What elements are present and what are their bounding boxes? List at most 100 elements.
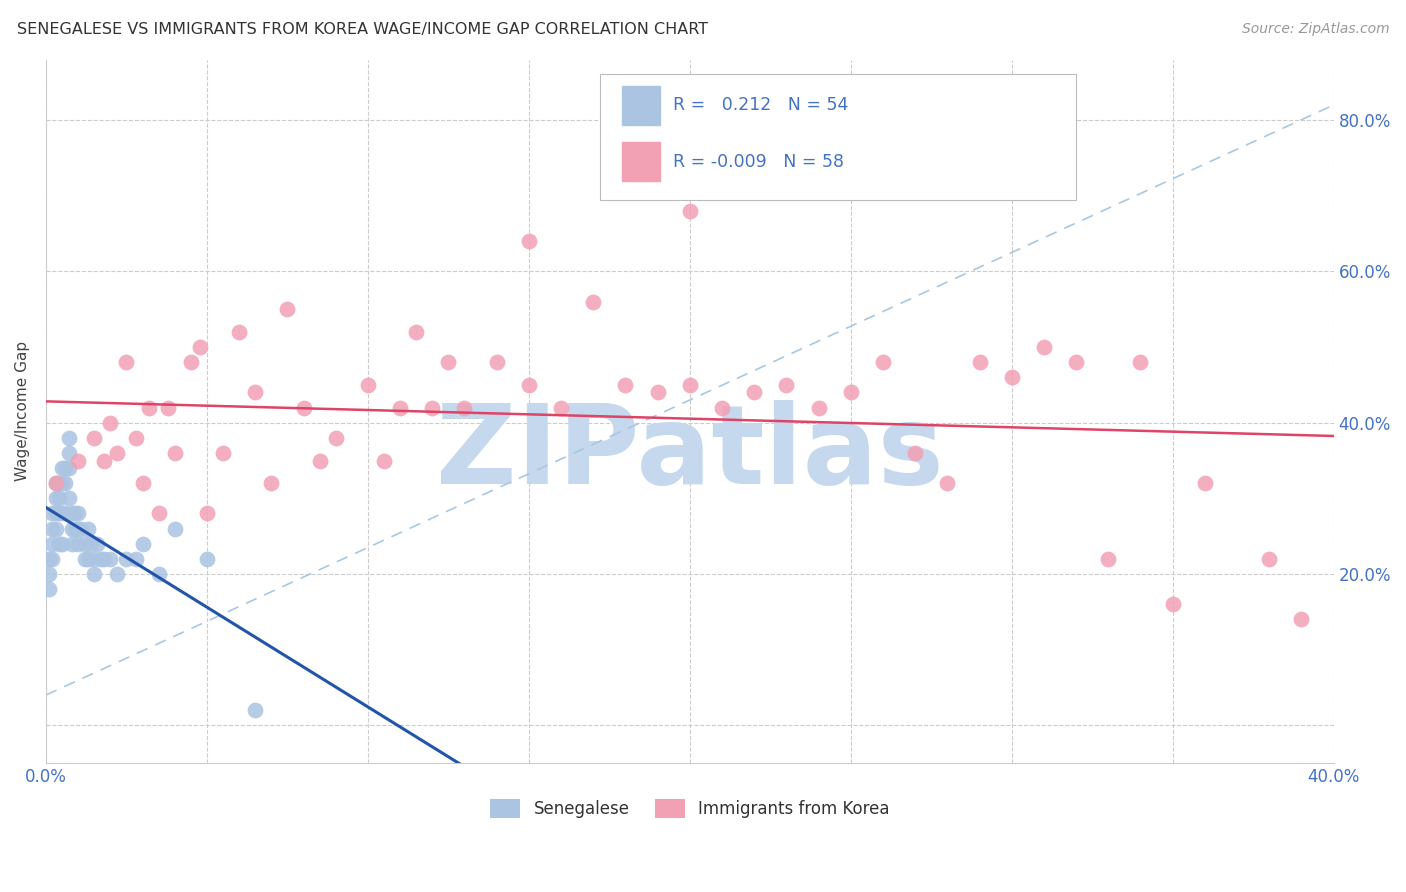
- Point: [163, 522, 186, 536]
- Point: [98, 416, 121, 430]
- Point: [115, 552, 138, 566]
- Point: [517, 377, 540, 392]
- Point: [38, 582, 60, 596]
- Point: [38, 552, 60, 566]
- Point: [125, 431, 148, 445]
- Point: [51, 507, 73, 521]
- FancyBboxPatch shape: [600, 74, 1076, 201]
- Point: [63, 522, 86, 536]
- Point: [73, 537, 96, 551]
- Point: [51, 461, 73, 475]
- Point: [807, 401, 830, 415]
- Point: [53, 476, 76, 491]
- Point: [70, 522, 93, 536]
- Point: [83, 431, 105, 445]
- Point: [38, 567, 60, 582]
- Point: [936, 476, 959, 491]
- Point: [105, 567, 128, 582]
- Point: [48, 507, 70, 521]
- Point: [48, 537, 70, 551]
- Point: [125, 552, 148, 566]
- Point: [357, 377, 380, 392]
- Point: [1001, 370, 1024, 384]
- Text: R =   0.212   N = 54: R = 0.212 N = 54: [673, 96, 848, 114]
- Point: [195, 507, 218, 521]
- Text: R = -0.009   N = 58: R = -0.009 N = 58: [673, 153, 844, 170]
- Point: [90, 552, 112, 566]
- Y-axis label: Wage/Income Gap: Wage/Income Gap: [15, 342, 30, 482]
- Point: [517, 234, 540, 248]
- Point: [872, 355, 894, 369]
- Point: [276, 302, 298, 317]
- Point: [76, 522, 98, 536]
- Point: [1032, 340, 1054, 354]
- Point: [904, 446, 927, 460]
- Point: [550, 401, 572, 415]
- Point: [58, 431, 80, 445]
- Point: [138, 401, 160, 415]
- Point: [157, 401, 180, 415]
- Point: [60, 522, 83, 536]
- Point: [1258, 552, 1281, 566]
- Point: [647, 385, 669, 400]
- Point: [67, 537, 90, 551]
- Point: [45, 476, 67, 491]
- Point: [582, 294, 605, 309]
- Point: [614, 377, 637, 392]
- Point: [742, 385, 765, 400]
- Point: [60, 507, 83, 521]
- Point: [180, 355, 202, 369]
- Point: [98, 552, 121, 566]
- Point: [93, 552, 115, 566]
- Point: [711, 401, 734, 415]
- Point: [93, 453, 115, 467]
- Point: [1291, 612, 1313, 626]
- Point: [190, 340, 212, 354]
- Point: [45, 476, 67, 491]
- Point: [80, 537, 103, 551]
- Text: Source: ZipAtlas.com: Source: ZipAtlas.com: [1241, 22, 1389, 37]
- Text: ZIPatlas: ZIPatlas: [436, 401, 943, 507]
- Point: [67, 507, 90, 521]
- Point: [51, 537, 73, 551]
- Point: [53, 461, 76, 475]
- Point: [60, 537, 83, 551]
- Point: [51, 476, 73, 491]
- Point: [48, 491, 70, 506]
- Point: [148, 567, 170, 582]
- Point: [485, 355, 508, 369]
- Point: [405, 325, 427, 339]
- Point: [41, 537, 63, 551]
- Point: [195, 552, 218, 566]
- Bar: [621, 86, 661, 125]
- Legend: Senegalese, Immigrants from Korea: Senegalese, Immigrants from Korea: [484, 793, 896, 825]
- Point: [83, 567, 105, 582]
- Point: [373, 453, 395, 467]
- Point: [45, 522, 67, 536]
- Point: [83, 552, 105, 566]
- Point: [453, 401, 475, 415]
- Point: [1064, 355, 1087, 369]
- Point: [86, 537, 108, 551]
- Point: [105, 446, 128, 460]
- Point: [76, 552, 98, 566]
- Point: [41, 552, 63, 566]
- Point: [212, 446, 235, 460]
- Point: [148, 507, 170, 521]
- Point: [292, 401, 315, 415]
- Point: [48, 476, 70, 491]
- Point: [1194, 476, 1216, 491]
- Point: [73, 552, 96, 566]
- Point: [679, 377, 702, 392]
- Point: [115, 355, 138, 369]
- Point: [1161, 597, 1184, 611]
- Point: [58, 491, 80, 506]
- Point: [325, 431, 347, 445]
- Point: [131, 476, 153, 491]
- Point: [53, 507, 76, 521]
- Point: [389, 401, 412, 415]
- Point: [245, 703, 267, 717]
- Point: [245, 385, 267, 400]
- Point: [1129, 355, 1152, 369]
- Point: [163, 446, 186, 460]
